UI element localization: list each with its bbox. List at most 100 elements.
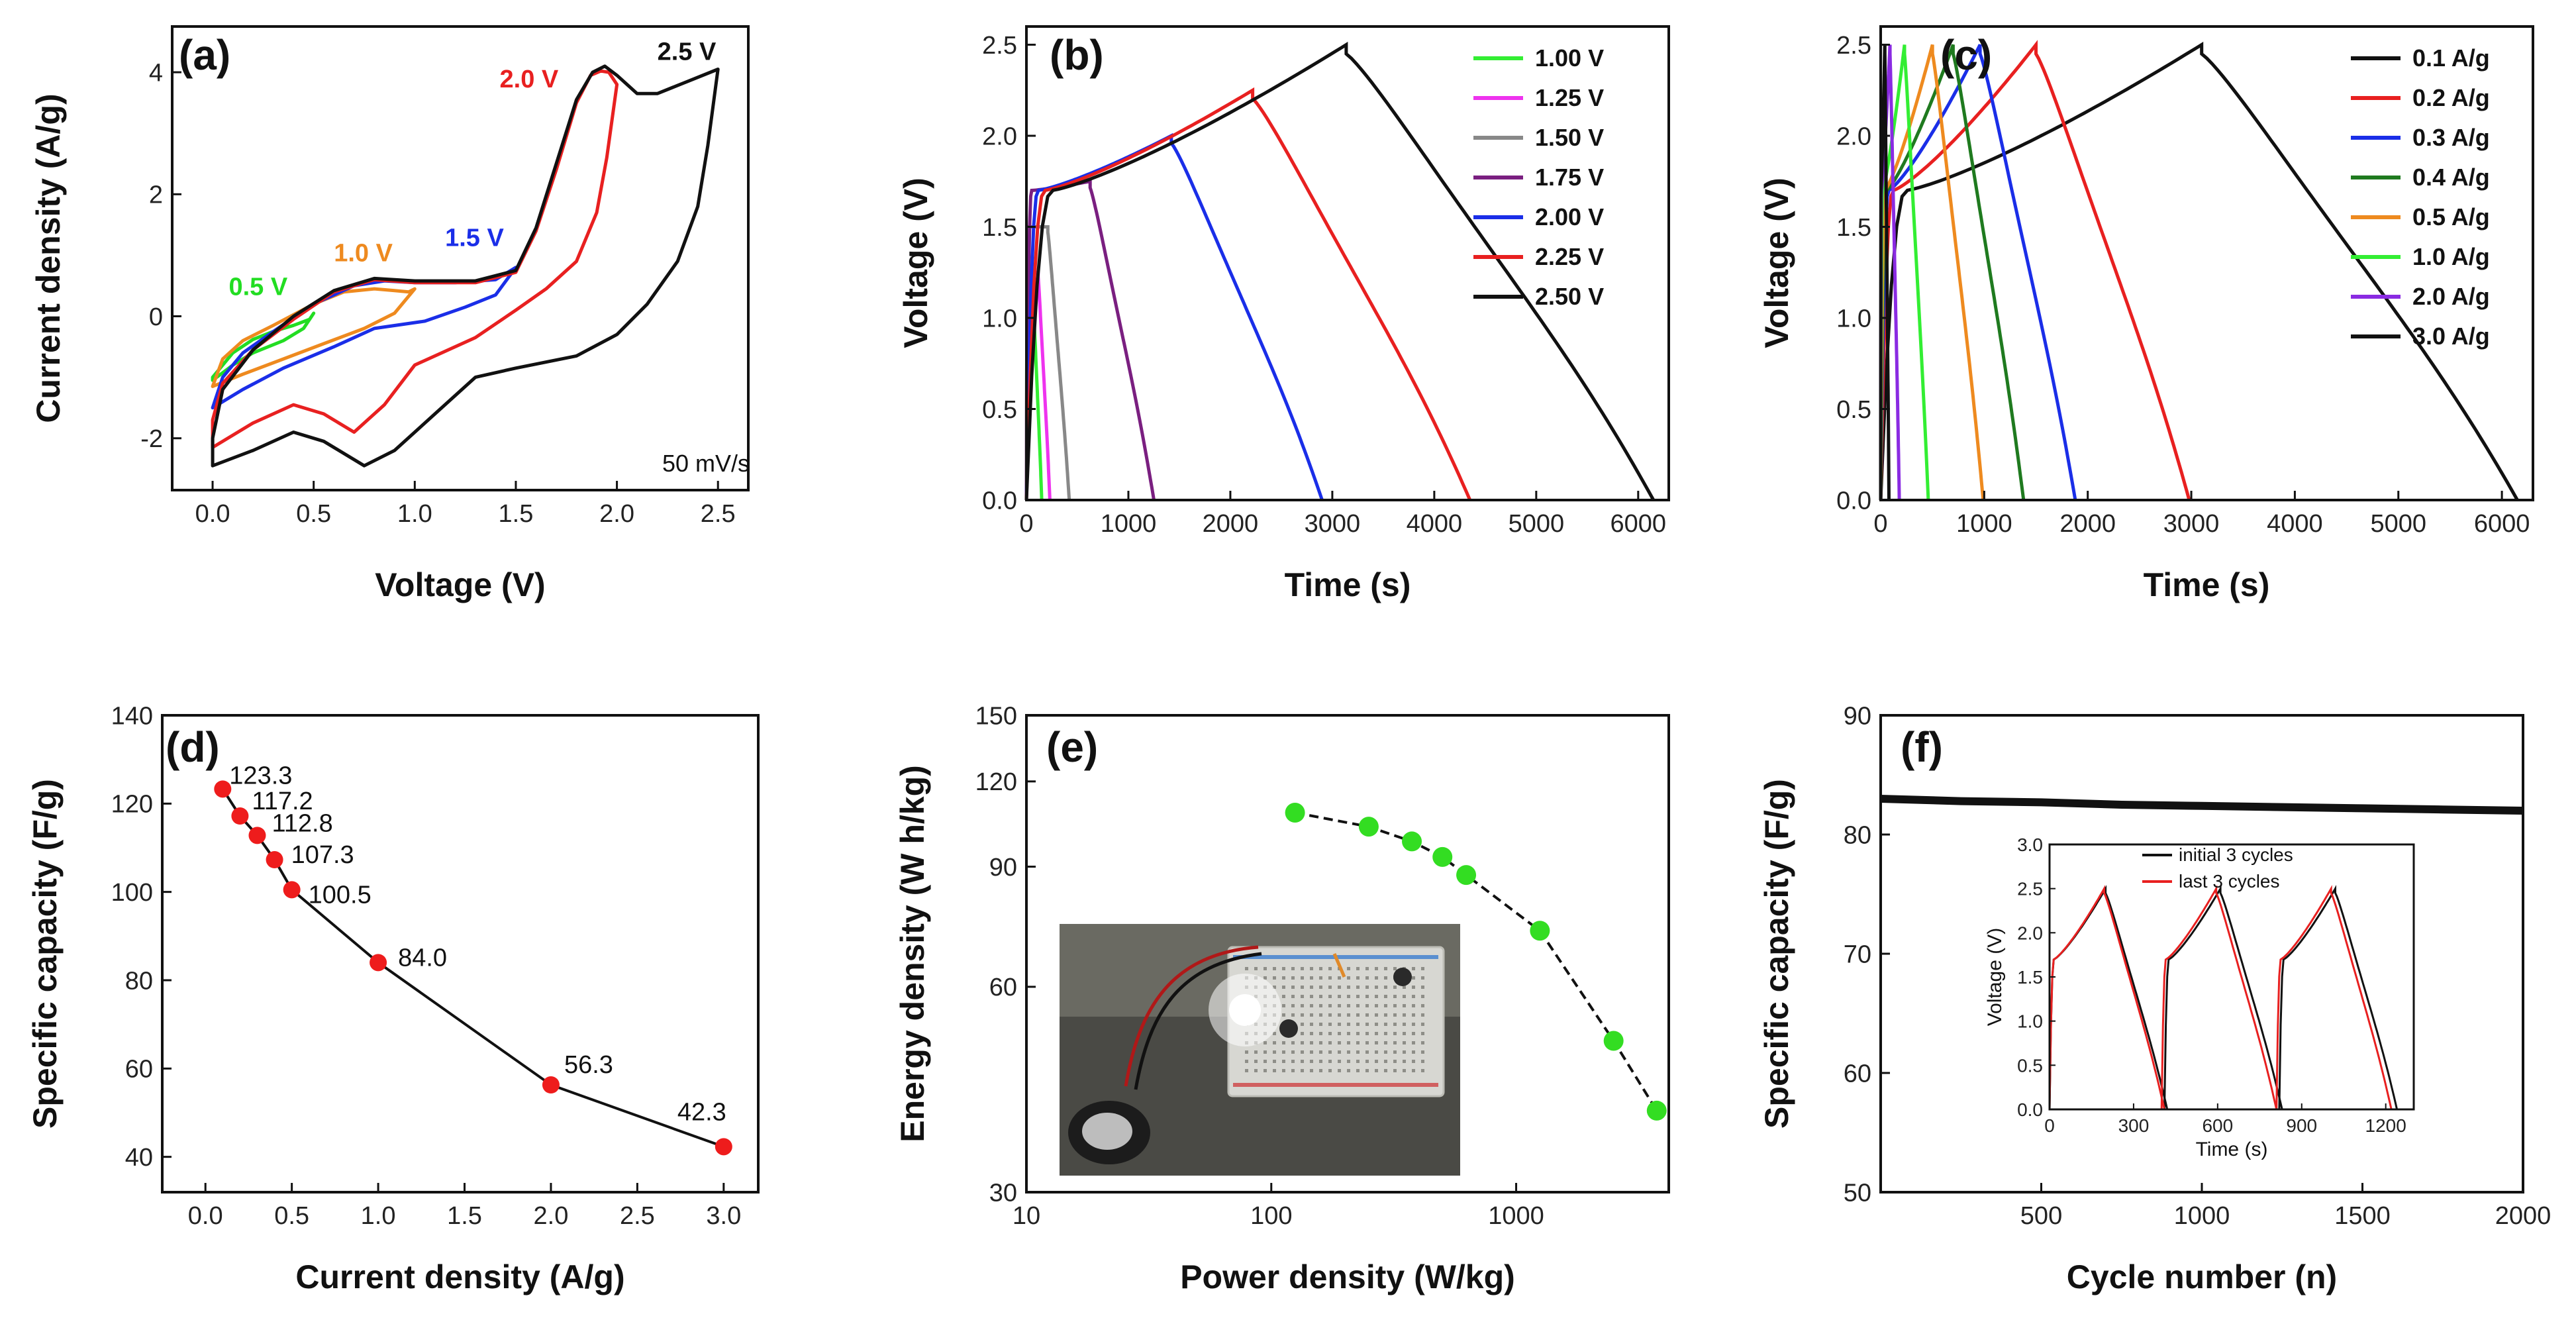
inset-x-tick-label: 600 [2202,1115,2233,1136]
panel-f-inset-legend: initial 3 cycles last 3 cycles [2142,844,2293,891]
panel-f-x-tick-label: 1000 [2174,1202,2230,1230]
panel-c-x-tick-label: 3000 [2163,510,2220,538]
component-1 [1393,968,1412,986]
capacity-value-label: 107.3 [291,841,354,869]
panel-c: (c) 0.1 A/g 0.2 A/g 0.3 A/g 0.4 A/g 0.5 A/g 1… [1758,25,2534,603]
panel-a-x-tick-label: 2.5 [701,500,736,528]
panel-b-x-tick-label: 3000 [1305,510,1361,538]
panel-a-y-ticks: -2 0 2 4 [140,59,181,453]
panel-b: (b) 1.00 V 1.25 V 1.50 V 1.75 V 2.00 V 2.25 V… [897,25,1670,603]
panel-b-x-tick-label: 6000 [1610,510,1667,538]
gcd-curve-01Ag [1879,42,2519,501]
cv-curve-label: 1.0 V [334,240,393,268]
cv-curve-20V [211,69,619,449]
inset-gcd-curve [2048,885,2169,1110]
panel-a-x-tick-label: 0.0 [195,500,230,528]
ragone-point [1402,831,1422,852]
panel-c-x-tick-label: 1000 [1956,510,2012,538]
ragone-point [1285,802,1305,823]
panel-c-y-tick-label: 1.0 [1836,305,1871,332]
panel-e-y-tick-label: 150 [975,702,1017,730]
panel-c-y-tick-label: 2.0 [1836,123,1871,150]
inset-gcd-curve [2048,885,2165,1110]
panel-f-y-tick-label: 50 [1844,1179,1871,1207]
panel-d-y-label: Specific capacity (F/g) [26,779,64,1129]
panel-c-x-tick-label: 2000 [2059,510,2116,538]
legend-label: 1.25 V [1535,84,1604,111]
panel-e-y-ticks: 30 60 90 120 150 [975,702,1036,1207]
panel-b-y-tick-label: 1.5 [982,214,1017,242]
panel-d-x-tick-label: 2.0 [534,1202,569,1230]
panel-b-label: (b) [1050,31,1104,79]
panel-d-frame [161,714,760,1193]
panel-b-x-tick-label: 0 [1019,510,1033,538]
panel-a-x-tick-label: 2.0 [599,500,634,528]
panel-e-frame [1025,714,1670,1193]
panel-c-y-tick-label: 1.5 [1836,214,1871,242]
panel-e-x-tick-label: 10 [1013,1202,1040,1230]
cycling-curve [1880,795,2524,815]
panel-a-y-tick-label: 4 [149,59,163,87]
legend-label: 2.0 A/g [2412,283,2490,310]
panel-b-x-tick-label: 1000 [1101,510,1157,538]
panel-f-y-tick-label: 90 [1844,702,1871,730]
panel-f-plot [1880,795,2524,815]
panel-b-y-tick-label: 2.0 [982,123,1017,150]
panel-e-label: (e) [1046,723,1098,771]
panel-f-label: (f) [1901,723,1943,771]
gcd-curve-30Ag [1879,44,1891,501]
gcd-curve-10Ag [1879,44,1930,501]
gcd-curve-04Ag [1879,44,2026,501]
panel-e-y-tick-label: 30 [989,1179,1017,1207]
panel-c-y-tick-label: 0.5 [1836,396,1871,424]
capacity-point [231,807,249,825]
inset-legend-label: initial 3 cycles [2179,844,2293,865]
panel-d-x-tick-label: 1.5 [447,1202,482,1230]
panel-f-inset: initial 3 cycles last 3 cycles 0 300 600 900… [1984,835,2415,1160]
capacity-value-label: 84.0 [398,944,447,972]
capacity-point [214,780,232,798]
cv-curve-25V [211,64,720,468]
panel-a-frame [171,25,750,491]
capacity-point [283,881,301,899]
panel-b-plot [1024,41,1656,501]
panel-f-inset-y-ticks: 0.0 0.5 1.0 1.5 2.0 2.5 3.0 [2017,835,2056,1120]
panel-d-x-tick-label: 3.0 [706,1202,741,1230]
panel-f-inset-y-label: Voltage (V) [1984,928,2006,1026]
capacity-point [370,954,387,972]
cv-curve-10V [211,287,417,388]
panel-a-y-tick-label: 2 [149,181,163,209]
inset-x-tick-label: 300 [2118,1115,2150,1136]
gcd-curve-03Ag [1879,44,2077,501]
panel-b-x-tick-label: 4000 [1407,510,1463,538]
panel-a-x-tick-label: 1.0 [397,500,432,528]
ragone-point [1432,846,1453,867]
panel-b-frame [1025,25,1670,501]
panel-b-x-tick-label: 5000 [1509,510,1565,538]
panel-b-y-label: Voltage (V) [897,178,934,348]
panel-b-y-tick-label: 0.0 [982,487,1017,515]
panel-c-x-ticks: 0 1000 2000 3000 4000 5000 6000 [1873,491,2530,538]
legend-label: 2.50 V [1535,283,1604,310]
inset-y-tick-label: 1.5 [2017,967,2043,988]
panel-d-x-label: Current density (A/g) [295,1258,624,1295]
component-2 [1279,1019,1298,1038]
panel-c-y-ticks: 0.0 0.5 1.0 1.5 2.0 2.5 [1836,32,1890,515]
panel-c-label: (c) [1940,31,1992,79]
panel-c-plot [1879,40,2519,501]
panel-e-x-tick-label: 1000 [1488,1202,1544,1230]
panel-e: (e) 10 100 1000 30 60 90 120 150 Power density… [894,702,1670,1295]
panel-a: 0.5 V 1.0 V 1.5 V 2.0 V 2.5 V (a) 50 mV/s 0.… [30,25,750,603]
legend-label: 0.1 A/g [2412,44,2490,72]
panel-b-x-label: Time (s) [1285,566,1411,603]
capacity-value-label: 100.5 [309,881,372,909]
legend-label: 0.4 A/g [2412,164,2490,191]
panel-a-plot: 0.5 V 1.0 V 1.5 V 2.0 V 2.5 V [211,38,720,468]
inset-gcd-curve [2278,885,2399,1110]
panel-e-x-label: Power density (W/kg) [1180,1258,1515,1295]
capacity-value-label: 112.8 [272,809,332,837]
panel-f-y-ticks: 50 60 70 80 90 [1844,702,1890,1207]
capacity-value-label: 42.3 [677,1098,726,1126]
battery-wire-black [1134,952,1262,1090]
